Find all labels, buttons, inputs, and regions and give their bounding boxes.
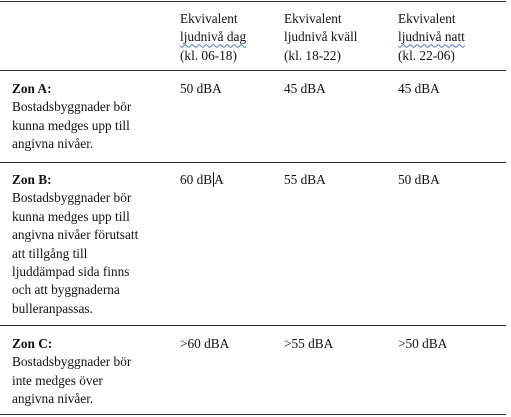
zone-b-desc-line: och att byggnaderna: [12, 282, 120, 298]
header-night-line1: Ekvivalent: [398, 11, 456, 26]
zone-b-day-text-after-caret: A: [214, 172, 224, 187]
zone-b-day-text-before-caret: 60 dB: [180, 172, 213, 187]
zone-b-title: Zon B:: [12, 172, 52, 187]
zone-a-day: 50 dBA: [180, 81, 222, 96]
table-top-border: [0, 1, 506, 2]
zone-a-night: 45 dBA: [398, 81, 440, 96]
text-cursor: [212, 172, 214, 187]
header-night-line3: (kl. 22-06): [398, 47, 455, 63]
zone-c-night: >50 dBA: [398, 336, 448, 351]
zone-b-desc-line: angivna nivåer förutsatt: [12, 227, 139, 243]
header-evening-line2: ljudnivå kväll: [284, 29, 358, 45]
header-evening-line3: (kl. 18-22): [284, 47, 341, 63]
zone-a-desc-line: Bostadsbyggnader bör: [12, 99, 132, 115]
zone-b-day[interactable]: 60 dB A: [180, 171, 224, 189]
header-night-line2: ljudnivå natt: [398, 29, 465, 45]
row-divider: [0, 162, 506, 163]
zone-a-cell: Zon A: Bostadsbyggnader bör kunna medges…: [12, 80, 131, 154]
header-day: Ekvivalent ljudnivå dag (kl. 06-18): [180, 10, 246, 65]
zone-b-night: 50 dBA: [398, 172, 440, 187]
zone-b-evening: 55 dBA: [284, 172, 326, 187]
zone-c-desc-line: inte medges över: [12, 372, 103, 388]
zone-a-title: Zon A:: [12, 81, 52, 96]
zone-c-evening: >55 dBA: [284, 336, 334, 351]
zone-b-cell: Zon B: Bostadsbyggnader bör kunna medges…: [12, 171, 138, 318]
zone-b-desc-line: ljuddämpad sida finns: [12, 264, 130, 280]
zone-b-desc-line: att tillgång till: [12, 245, 88, 261]
zone-c-desc-line: angivna nivåer.: [12, 391, 94, 407]
header-day-line3: (kl. 06-18): [180, 47, 237, 63]
zone-c-title: Zon C:: [12, 336, 53, 351]
zone-c-day: >60 dBA: [180, 336, 230, 351]
zone-b-desc-line: kunna medges upp till: [12, 208, 130, 224]
zone-c-desc-line: Bostadsbyggnader bör: [12, 354, 132, 370]
row-divider: [0, 325, 506, 326]
zone-b-desc-line: bulleranpassas.: [12, 300, 93, 316]
zone-c-cell: Zon C: Bostadsbyggnader bör inte medges …: [12, 335, 131, 409]
header-evening-line1: Ekvivalent: [284, 11, 342, 26]
header-day-line2: ljudnivå dag: [180, 29, 247, 45]
header-day-line1: Ekvivalent: [180, 11, 238, 26]
header-evening: Ekvivalent ljudnivå kväll (kl. 18-22): [284, 10, 358, 65]
table-bottom-border: [0, 414, 506, 415]
header-divider: [0, 70, 506, 71]
zone-a-evening: 45 dBA: [284, 81, 326, 96]
zone-a-desc-line: kunna medges upp till: [12, 117, 130, 133]
zone-b-desc-line: Bostadsbyggnader bör: [12, 190, 132, 206]
zone-a-desc-line: angivna nivåer.: [12, 136, 94, 152]
header-night: Ekvivalent ljudnivå natt (kl. 22-06): [398, 10, 465, 65]
